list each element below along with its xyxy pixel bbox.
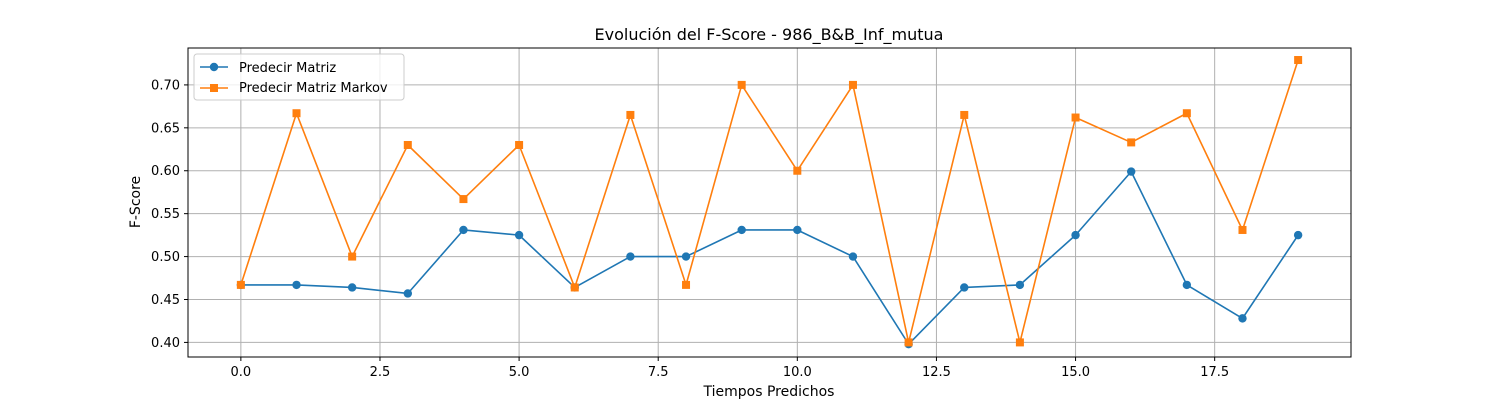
series-line-predecir-matriz <box>240 170 1299 345</box>
x-tick-label: 7.5 <box>648 365 669 380</box>
x-axis-label: Tiempos Predichos <box>703 384 835 400</box>
data-point <box>1071 113 1080 122</box>
data-point <box>236 280 245 289</box>
data-point <box>403 289 413 298</box>
data-point <box>1293 230 1303 240</box>
y-tick-label: 0.45 <box>151 293 180 308</box>
x-tick-label: 5.0 <box>509 365 530 380</box>
data-point <box>681 252 691 261</box>
y-tick-label: 0.60 <box>151 164 180 179</box>
data-point <box>793 166 802 175</box>
y-tick-label: 0.65 <box>151 121 180 136</box>
x-axis-ticks: 0.0 2.5 5.0 7.5 10.0 12.5 15.0 17.5 <box>231 357 1229 380</box>
data-point <box>1126 167 1136 176</box>
chart-title: Evolución del F-Score - 986_B&B_Inf_mutu… <box>595 25 944 45</box>
y-tick-label: 0.70 <box>151 78 180 93</box>
data-point <box>403 140 412 149</box>
data-point <box>626 252 635 261</box>
legend-box <box>193 53 405 101</box>
legend-label-predecir-matriz: Predecir Matriz <box>239 61 336 76</box>
data-point <box>848 80 857 89</box>
y-tick-label: 0.40 <box>151 336 180 351</box>
data-point <box>737 225 746 235</box>
data-point <box>682 280 691 289</box>
data-point <box>737 80 746 89</box>
data-point <box>1015 280 1025 290</box>
series-line-predecir-matriz-markov <box>240 59 1299 344</box>
x-tick-label: 0.0 <box>231 365 252 380</box>
data-point <box>1182 280 1192 290</box>
data-point <box>1015 338 1024 347</box>
series-predecir-matriz-markov <box>236 56 1303 347</box>
data-point <box>960 110 969 119</box>
x-tick-label: 15.0 <box>1061 365 1090 380</box>
x-tick-label: 2.5 <box>370 365 391 380</box>
series-layer <box>236 56 1303 349</box>
x-tick-label: 12.5 <box>922 365 951 380</box>
data-point <box>1294 56 1303 65</box>
data-point <box>292 109 301 118</box>
legend: Predecir Matriz Predecir Matriz Markov <box>193 53 405 101</box>
data-point <box>1238 225 1247 234</box>
series-predecir-matriz <box>236 167 1303 349</box>
legend-marker-predecir-matriz <box>209 62 219 72</box>
legend-label-predecir-matriz-markov: Predecir Matriz Markov <box>239 81 388 96</box>
data-point <box>626 110 635 119</box>
legend-marker-predecir-matriz-markov <box>210 84 218 92</box>
data-point <box>1238 314 1247 323</box>
data-point <box>848 252 858 261</box>
y-tick-label: 0.50 <box>151 250 180 265</box>
data-point <box>1127 138 1136 147</box>
data-point <box>459 195 468 204</box>
y-tick-label: 0.55 <box>151 207 180 222</box>
data-point <box>515 140 524 149</box>
y-axis-label: F-Score <box>128 176 144 228</box>
data-point <box>347 283 357 292</box>
data-point <box>1182 109 1191 118</box>
data-point <box>793 225 802 235</box>
data-point <box>904 338 913 347</box>
plot-area-frame <box>187 47 1352 358</box>
data-point <box>348 252 357 261</box>
data-point <box>459 225 468 235</box>
x-tick-label: 17.5 <box>1200 365 1229 380</box>
data-point <box>1071 230 1080 240</box>
data-point <box>570 283 579 292</box>
data-point <box>960 283 969 292</box>
y-axis-ticks: 0.40 0.45 0.50 0.55 0.60 0.65 0.70 <box>151 78 188 351</box>
data-point <box>514 230 524 240</box>
data-point <box>292 280 301 290</box>
x-tick-label: 10.0 <box>783 365 812 380</box>
